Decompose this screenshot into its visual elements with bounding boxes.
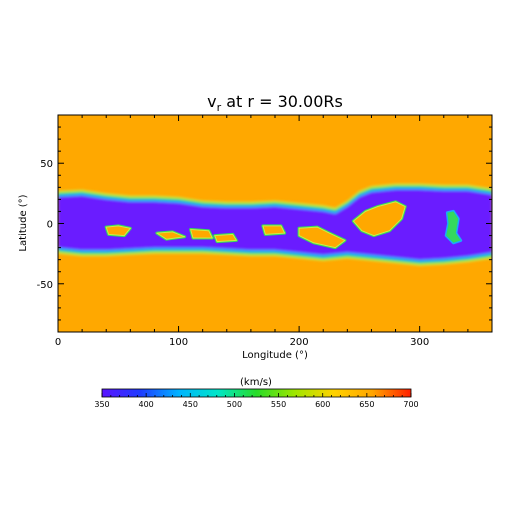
y-tick-label: -50 <box>37 280 53 291</box>
x-axis-label: Longitude (°) <box>242 350 308 361</box>
y-tick-label: 50 <box>40 159 53 170</box>
x-tick-label: 300 <box>410 337 429 348</box>
slow-pocket-4 <box>262 225 286 235</box>
slow-pocket-3 <box>214 233 237 243</box>
plot-area <box>58 115 492 332</box>
y-tick-labels: 50 0 -50 <box>37 159 53 291</box>
y-tick-label: 0 <box>47 220 53 231</box>
slow-pocket-5 <box>298 226 346 249</box>
chart-title: vr at r = 30.00Rs <box>207 92 343 114</box>
colorbar-label: (km/s) <box>240 377 272 388</box>
colorbar-tick-label: 450 <box>183 400 198 409</box>
colorbar-tick-label: 600 <box>315 400 330 409</box>
slow-pocket-1 <box>156 231 186 240</box>
slow-pocket-6 <box>352 201 406 237</box>
x-tick-label: 0 <box>55 337 61 348</box>
colorbar-tick-label: 550 <box>271 400 286 409</box>
colorbar-tick-label: 700 <box>403 400 418 409</box>
colorbar-tick-label: 350 <box>94 400 109 409</box>
colorbar-ticks <box>101 393 412 397</box>
colorbar <box>101 388 412 398</box>
x-tick-label: 100 <box>169 337 188 348</box>
slow-pocket-0 <box>105 225 131 237</box>
colorbar-tick-label: 650 <box>359 400 374 409</box>
axis-ticks <box>57 114 493 333</box>
x-tick-labels: 0 100 200 300 <box>55 337 429 348</box>
colorbar-tick-label: 400 <box>139 400 154 409</box>
x-tick-label: 200 <box>290 337 309 348</box>
fast-pocket-0 <box>446 211 461 243</box>
slow-pocket-2 <box>190 229 213 239</box>
y-axis-label: Latitude (°) <box>18 194 29 251</box>
wind-pockets <box>104 200 463 250</box>
colorbar-tick-label: 500 <box>227 400 242 409</box>
colorbar-tick-labels: 350 400 450 500 550 600 650 700 <box>94 400 418 409</box>
